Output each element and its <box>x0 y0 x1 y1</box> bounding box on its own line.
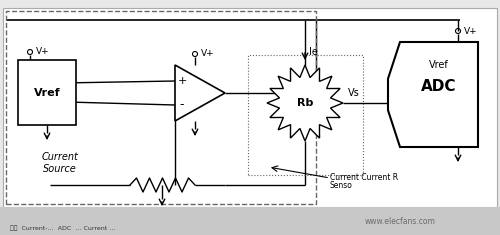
Text: Senso: Senso <box>330 180 353 189</box>
Text: Ie: Ie <box>309 47 318 57</box>
Text: Rb: Rb <box>297 98 313 108</box>
Text: 图１  Current-…  ADC  … Current …: 图１ Current-… ADC … Current … <box>10 225 116 231</box>
Bar <box>18 60 76 125</box>
Text: V+: V+ <box>464 27 477 35</box>
Polygon shape <box>175 65 225 121</box>
Text: V+: V+ <box>36 47 50 56</box>
Text: ADC: ADC <box>421 78 457 94</box>
Text: V+: V+ <box>201 50 214 59</box>
Text: Current
Source: Current Source <box>42 152 78 174</box>
Text: www.elecfans.com: www.elecfans.com <box>364 216 436 226</box>
Bar <box>3 8 497 207</box>
Text: Vref: Vref <box>429 60 449 70</box>
Text: Current Current R: Current Current R <box>330 172 398 181</box>
Bar <box>6 11 316 204</box>
Text: Vs: Vs <box>348 88 360 98</box>
Text: -: - <box>180 98 184 111</box>
Text: Vref: Vref <box>34 87 60 98</box>
Polygon shape <box>388 42 478 147</box>
Polygon shape <box>267 65 343 141</box>
Text: +: + <box>178 76 186 86</box>
Bar <box>0 207 500 235</box>
Bar <box>248 55 363 175</box>
